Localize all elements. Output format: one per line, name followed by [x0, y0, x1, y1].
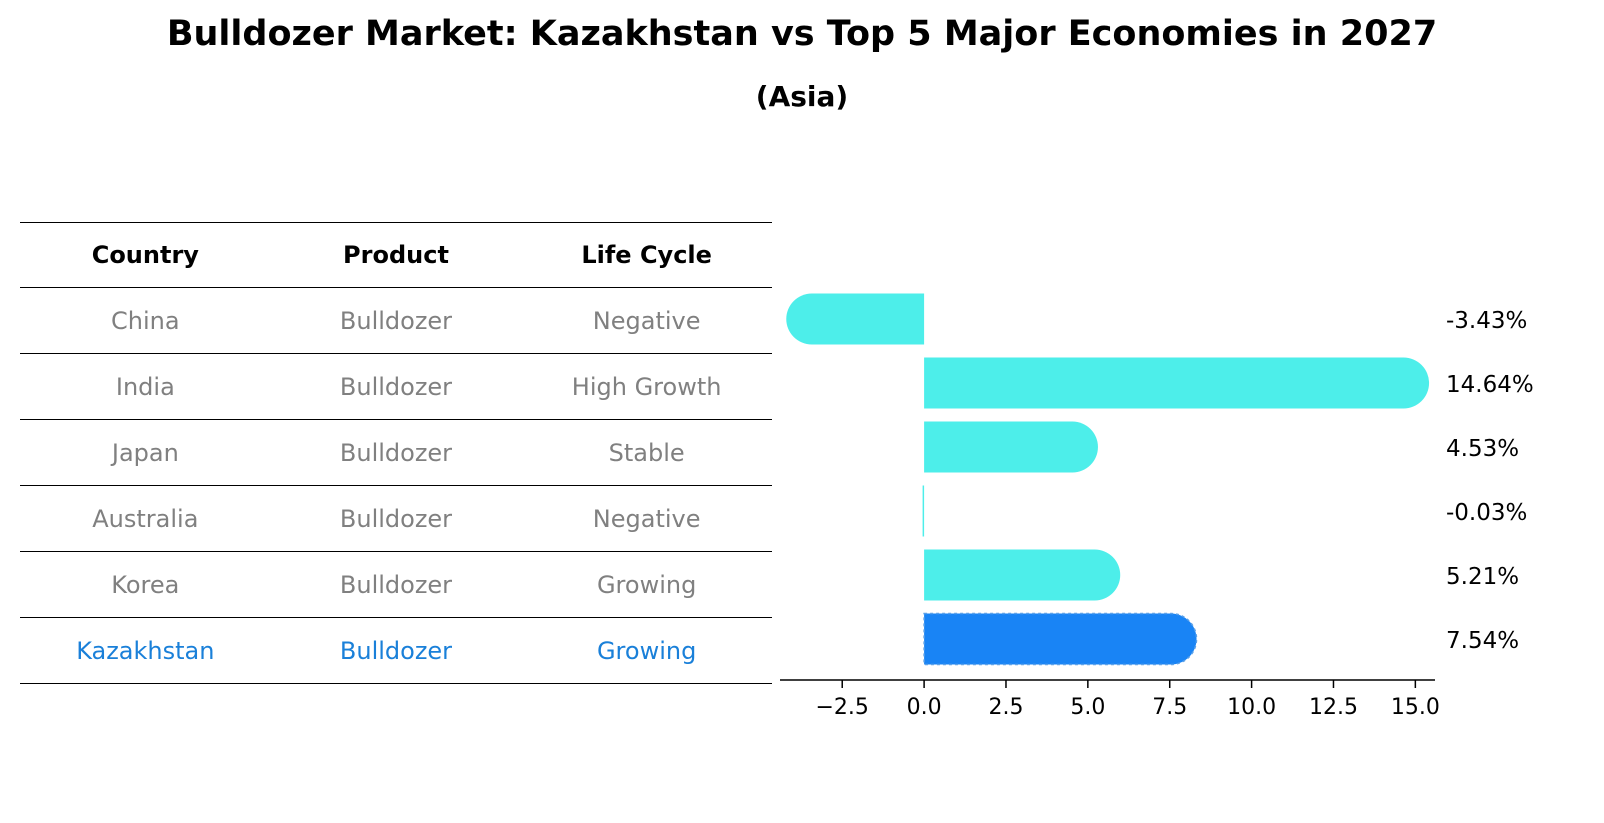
- cell-life-cycle: Growing: [596, 570, 697, 599]
- comparison-table: Country Product Life Cycle China Bulldoz…: [20, 222, 772, 684]
- value-label-india: 14.64%: [1446, 372, 1534, 398]
- cell-country: Japan: [111, 438, 179, 467]
- bar-korea: [924, 549, 1121, 601]
- column-header-product: Product: [343, 241, 449, 269]
- bar-australia: [922, 485, 925, 537]
- x-tick-label: 12.5: [1309, 695, 1358, 720]
- table-row-highlighted: Kazakhstan Bulldozer Growing: [20, 618, 772, 684]
- cell-life-cycle: Negative: [592, 504, 701, 533]
- x-tick-label: 0.0: [907, 695, 942, 720]
- cell-life-cycle: Stable: [608, 438, 685, 467]
- bar-china: [786, 293, 925, 345]
- x-tick-label: 10.0: [1227, 695, 1276, 720]
- cell-country: Australia: [92, 504, 199, 533]
- value-label-korea: 5.21%: [1446, 564, 1519, 590]
- cell-country: Korea: [111, 570, 180, 599]
- page-title: Bulldozer Market: Kazakhstan vs Top 5 Ma…: [166, 14, 1438, 54]
- x-tick-label: −2.5: [816, 695, 869, 720]
- bar-kazakhstan: [923, 612, 1198, 666]
- cell-life-cycle: High Growth: [571, 372, 722, 401]
- table-row: Korea Bulldozer Growing: [20, 552, 772, 618]
- column-header-life-cycle: Life Cycle: [581, 241, 712, 269]
- cell-product: Bulldozer: [339, 438, 453, 467]
- x-tick-label: 2.5: [988, 695, 1023, 720]
- cell-product: Bulldozer: [339, 504, 453, 533]
- table-row: India Bulldozer High Growth: [20, 354, 772, 420]
- growth-bar-chart: -3.43% 14.64% 4.53% -0.03% 5.21% 7.54% −2.5 0.0…: [780, 293, 1534, 720]
- value-label-kazakhstan: 7.54%: [1446, 628, 1519, 654]
- x-tick-label: 15.0: [1391, 695, 1440, 720]
- column-header-country: Country: [91, 241, 199, 269]
- value-label-australia: -0.03%: [1446, 500, 1527, 526]
- x-tick-label: 5.0: [1070, 695, 1105, 720]
- cell-product: Bulldozer: [339, 636, 453, 665]
- bar-india: [924, 357, 1430, 409]
- cell-country: India: [115, 372, 175, 401]
- page-subtitle: (Asia): [755, 80, 849, 113]
- cell-life-cycle: Growing: [596, 636, 697, 665]
- value-label-japan: 4.53%: [1446, 436, 1519, 462]
- x-tick-label: 7.5: [1152, 695, 1187, 720]
- table-header-row: Country Product Life Cycle: [20, 222, 772, 288]
- table-row: China Bulldozer Negative: [20, 288, 772, 354]
- cell-country: Kazakhstan: [76, 636, 215, 665]
- cell-country: China: [111, 306, 180, 335]
- value-label-china: -3.43%: [1446, 308, 1527, 334]
- table-row: Australia Bulldozer Negative: [20, 486, 772, 552]
- cell-product: Bulldozer: [339, 372, 453, 401]
- cell-product: Bulldozer: [339, 306, 453, 335]
- cell-life-cycle: Negative: [592, 306, 701, 335]
- table-row: Japan Bulldozer Stable: [20, 420, 772, 486]
- bar-japan: [924, 421, 1098, 473]
- cell-product: Bulldozer: [339, 570, 453, 599]
